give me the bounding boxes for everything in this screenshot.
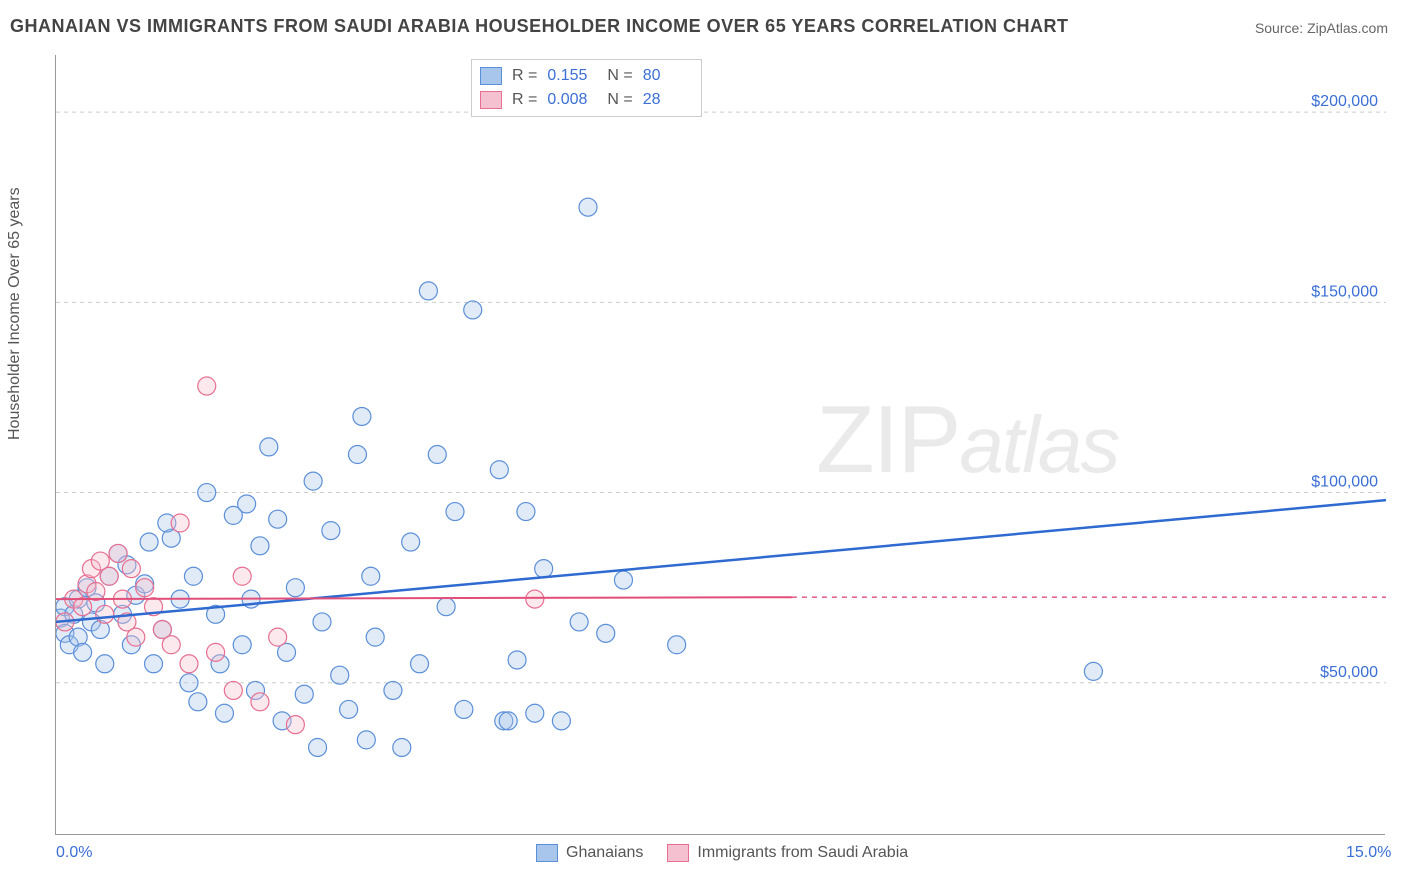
legend-series: Ghanaians Immigrants from Saudi Arabia [536,844,908,862]
legend-item: Immigrants from Saudi Arabia [667,844,908,862]
plot-area: ZIPatlas $50,000$100,000$150,000$200,000… [55,55,1385,835]
x-tick: 0.0% [56,844,92,862]
legend-row: R = 0.008 N = 28 [480,88,693,112]
legend-correlation: R = 0.155 N = 80 R = 0.008 N = 28 [471,59,702,117]
swatch-ghanaians [536,844,558,862]
swatch-saudi [667,844,689,862]
legend-row: R = 0.155 N = 80 [480,64,693,88]
chart-container: GHANAIAN VS IMMIGRANTS FROM SAUDI ARABIA… [0,0,1406,892]
y-axis-label: Householder Income Over 65 years [6,187,24,440]
svg-text:$200,000: $200,000 [1311,93,1378,110]
source-label: Source: ZipAtlas.com [1255,20,1388,36]
svg-text:$50,000: $50,000 [1320,664,1378,681]
x-tick: 15.0% [1346,844,1391,862]
svg-text:$100,000: $100,000 [1311,474,1378,491]
swatch-series-2 [480,91,502,109]
scatter-svg: $50,000 $100,000 $150,000 $200,000 [56,55,1386,835]
svg-text:$150,000: $150,000 [1311,283,1378,300]
legend-item: Ghanaians [536,844,643,862]
swatch-series-1 [480,67,502,85]
chart-title: GHANAIAN VS IMMIGRANTS FROM SAUDI ARABIA… [10,16,1069,37]
